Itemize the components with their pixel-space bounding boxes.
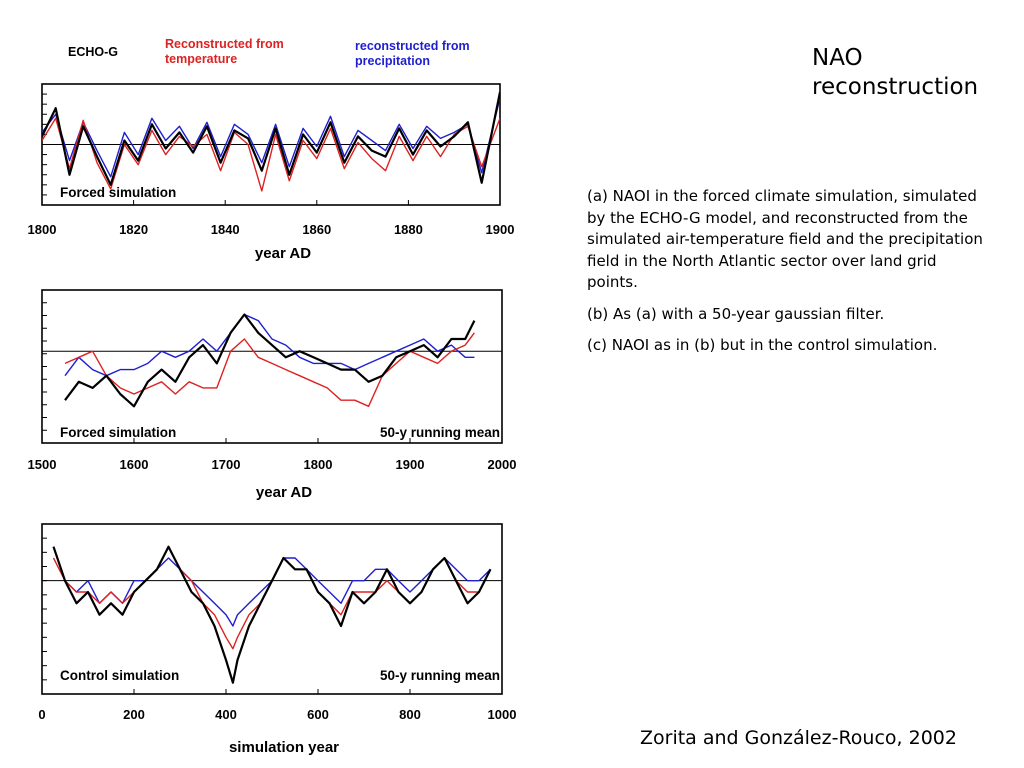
- legend-entry-temperature-line-2: temperature: [165, 52, 237, 66]
- series-line-echo-g: [52, 545, 492, 684]
- chart-panel-a: 1800 1820 1840 1860 1880 1900 Forced simulatio…: [28, 37, 515, 262]
- x-tick-label: 1600: [120, 457, 149, 472]
- x-axis-label: year AD: [255, 245, 311, 262]
- caption-a: (a) NAOI in the forced climate simulatio…: [587, 187, 983, 291]
- slide-title-line-2: reconstruction: [812, 74, 979, 100]
- legend-entry-precipitation-line-1: reconstructed from: [355, 39, 470, 53]
- x-tick-label: 1000: [488, 707, 517, 722]
- annotation-right: 50-y running mean: [380, 425, 500, 440]
- chart-panel-b: 1500 1600 1700 1800 1900 2000 Forced simulatio…: [28, 289, 517, 501]
- x-tick-label: 600: [307, 707, 329, 722]
- x-tick-label: 1700: [212, 457, 241, 472]
- legend-entry-temperature-line-1: Reconstructed from: [165, 37, 284, 51]
- plot-frame: [41, 289, 503, 444]
- annotation-right: 50-y running mean: [380, 668, 500, 683]
- legend-entry-echo-g: ECHO-G: [68, 45, 118, 59]
- series-line-temperature: [42, 117, 500, 192]
- y-axis-ticks: [42, 83, 47, 206]
- x-tick-label: 1900: [396, 457, 425, 472]
- series-line-temperature: [52, 546, 492, 650]
- x-tick-label: 1500: [28, 457, 57, 472]
- x-tick-label: 1860: [302, 222, 331, 237]
- x-tick-label: 0: [38, 707, 45, 722]
- x-tick-label: 1820: [119, 222, 148, 237]
- x-tick-label: 200: [123, 707, 145, 722]
- chart-panel-c: 0 200 400 600 800 1000 Control simulation 50-y …: [38, 523, 517, 756]
- caption-c: (c) NAOI as in (b) but in the control si…: [587, 336, 938, 354]
- legend-entry-precipitation-line-2: precipitation: [355, 54, 430, 68]
- x-tick-label: 2000: [488, 457, 517, 472]
- x-tick-label: 1800: [28, 222, 57, 237]
- citation: Zorita and González-Rouco, 2002: [640, 727, 957, 749]
- x-tick-label: 800: [399, 707, 421, 722]
- x-tick-label: 1900: [486, 222, 515, 237]
- x-tick-label: 1800: [304, 457, 333, 472]
- y-axis-ticks: [42, 289, 47, 444]
- x-tick-label: 1880: [394, 222, 423, 237]
- x-axis-label: simulation year: [229, 739, 339, 756]
- series-line-precipitation: [52, 546, 491, 627]
- series-line-echo-g: [64, 313, 476, 408]
- x-tick-label: 400: [215, 707, 237, 722]
- caption-b: (b) As (a) with a 50-year gaussian filte…: [587, 304, 885, 323]
- slide-title-line-1: NAO: [812, 45, 863, 71]
- annotation-left: Control simulation: [60, 668, 179, 683]
- slide-title: NAO reconstruction: [812, 44, 1012, 102]
- series-line-echo-g: [42, 91, 500, 186]
- series-line-precipitation: [42, 97, 500, 178]
- annotation-left: Forced simulation: [60, 185, 176, 200]
- figure-caption: (a) NAOI in the forced climate simulatio…: [587, 186, 987, 367]
- series-line-precipitation: [64, 313, 475, 377]
- x-tick-label: 1840: [211, 222, 240, 237]
- x-axis-label: year AD: [256, 484, 312, 501]
- annotation-left: Forced simulation: [60, 425, 176, 440]
